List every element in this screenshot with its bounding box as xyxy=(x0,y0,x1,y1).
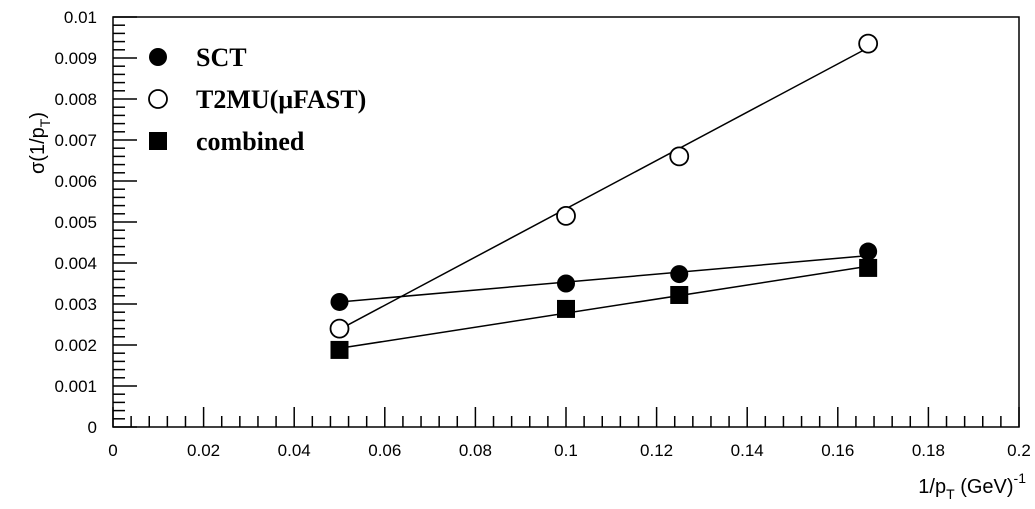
x-tick-label: 0 xyxy=(108,441,117,460)
legend-label: combined xyxy=(196,127,305,156)
y-tick-label: 0.005 xyxy=(54,213,97,232)
tick-labels: 0 0.02 0.04 0.06 0.08 0.1 0.12 0.14 0.16 0.18 0.2 0… xyxy=(54,8,1030,460)
fit-lines xyxy=(339,47,869,350)
y-tick-label: 0.001 xyxy=(54,377,97,396)
data-point xyxy=(557,299,575,318)
y-axis-label: σ(1/pT) xyxy=(27,112,53,174)
x-tick-label: 0.16 xyxy=(821,441,854,460)
y-tick-label: 0.01 xyxy=(64,8,97,27)
data-point xyxy=(669,146,690,167)
data-point xyxy=(859,258,878,277)
y-tick-label: 0.008 xyxy=(54,90,97,109)
fit-line xyxy=(339,265,869,350)
data-point xyxy=(859,242,878,261)
fit-line xyxy=(339,254,869,303)
x-tick-label: 0.14 xyxy=(731,441,764,460)
data-point xyxy=(330,340,349,359)
data-markers xyxy=(329,33,879,359)
y-tick-label: 0 xyxy=(88,418,97,437)
data-point xyxy=(556,205,576,226)
x-tick-label: 0.06 xyxy=(368,441,401,460)
y-tick-label: 0.003 xyxy=(54,295,97,314)
legend: SCT T2MU(μFAST) combined xyxy=(148,43,366,156)
legend-marker xyxy=(148,89,168,109)
fit-line xyxy=(339,47,869,331)
y-tick-label: 0.009 xyxy=(54,49,97,68)
x-tick-label: 0.1 xyxy=(554,441,578,460)
legend-label: SCT xyxy=(196,43,247,72)
legend-label: T2MU(μFAST) xyxy=(196,85,366,114)
y-tick-label: 0.002 xyxy=(54,336,97,355)
x-tick-label: 0.2 xyxy=(1007,441,1031,460)
data-point xyxy=(329,318,350,339)
x-tick-label: 0.18 xyxy=(912,441,945,460)
x-tick-label: 0.04 xyxy=(278,441,311,460)
data-point xyxy=(858,33,879,54)
x-tick-label: 0.12 xyxy=(640,441,673,460)
legend-marker xyxy=(149,132,167,150)
x-tick-label: 0.02 xyxy=(187,441,220,460)
data-point xyxy=(330,292,349,311)
axis-ticks xyxy=(112,16,1020,428)
y-tick-label: 0.004 xyxy=(54,254,97,273)
y-tick-label: 0.006 xyxy=(54,172,97,191)
x-tick-label: 0.08 xyxy=(459,441,492,460)
data-point xyxy=(670,285,689,304)
x-axis-label: 1/pT (GeV)-1 xyxy=(918,470,1026,502)
data-point xyxy=(670,265,689,284)
y-tick-label: 0.007 xyxy=(54,131,97,150)
data-point xyxy=(557,274,575,293)
legend-marker xyxy=(149,48,167,66)
